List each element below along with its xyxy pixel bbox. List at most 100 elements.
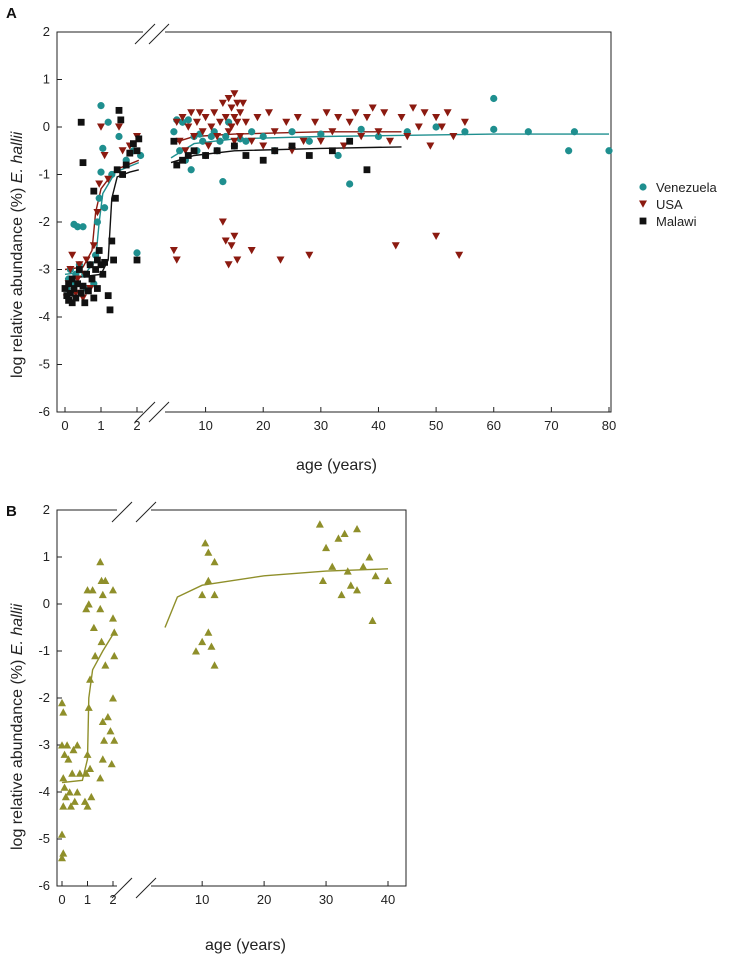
legend-label-malawi: Malawi — [656, 214, 697, 229]
x-tick-label: 2 — [109, 892, 116, 907]
point-samples — [98, 755, 107, 763]
point-usa — [374, 128, 383, 136]
point-malawi — [130, 140, 137, 148]
point-malawi — [85, 287, 92, 295]
point-venezuela — [199, 137, 207, 145]
point-usa — [455, 251, 464, 260]
point-malawi — [104, 292, 112, 300]
point-malawi — [230, 142, 238, 150]
point-samples — [101, 576, 110, 584]
point-venezuela — [248, 128, 256, 136]
fit-line-usa-fit — [170, 131, 402, 145]
point-venezuela — [242, 137, 250, 145]
panel-b-points — [58, 520, 392, 862]
point-venezuela — [176, 147, 184, 155]
point-samples — [328, 562, 337, 570]
point-usa — [68, 251, 77, 260]
point-malawi — [79, 159, 87, 167]
legend-marker-malawi — [639, 217, 647, 225]
point-samples — [97, 637, 106, 646]
point-usa — [368, 104, 377, 112]
point-samples — [365, 553, 374, 561]
point-usa — [195, 109, 204, 117]
point-samples — [69, 745, 78, 754]
point-samples — [210, 661, 219, 669]
panel-a-y-ticks: 2 1 0 -1 -2 -3 -4 -5 -6 — [38, 24, 62, 419]
legend-marker-usa — [639, 200, 647, 208]
point-malawi — [65, 280, 72, 288]
point-usa — [247, 247, 256, 255]
point-malawi — [68, 299, 76, 307]
point-samples — [86, 764, 95, 772]
point-samples — [109, 586, 117, 594]
point-usa — [172, 118, 181, 127]
point-usa — [236, 133, 245, 141]
point-samples — [110, 628, 119, 636]
point-samples — [210, 557, 219, 566]
point-samples — [58, 698, 66, 707]
panel-b-axes-frame — [56, 509, 407, 887]
point-venezuela — [317, 130, 325, 138]
y-tick-label: -4 — [38, 309, 50, 324]
point-venezuela — [95, 194, 103, 202]
point-malawi — [328, 147, 336, 155]
point-usa — [230, 90, 239, 98]
panel-a-y-label-text: log relative abundance (%) — [9, 183, 26, 378]
point-venezuela — [605, 147, 613, 155]
panel-b-axis-break — [111, 500, 157, 899]
point-samples — [110, 651, 119, 660]
point-samples — [96, 774, 105, 782]
point-venezuela — [99, 144, 107, 152]
point-samples — [109, 614, 117, 622]
point-usa — [247, 137, 256, 146]
point-venezuela — [104, 118, 112, 126]
point-venezuela — [79, 223, 87, 231]
point-venezuela — [288, 128, 296, 136]
point-malawi — [86, 261, 94, 269]
point-usa — [104, 175, 113, 184]
point-venezuela — [115, 132, 123, 141]
point-samples — [59, 849, 68, 857]
point-samples — [103, 713, 112, 721]
point-venezuela — [74, 223, 82, 231]
y-tick-label: -5 — [38, 357, 50, 372]
point-malawi — [67, 289, 74, 297]
y-tick-label: 1 — [43, 549, 50, 564]
point-malawi — [79, 282, 87, 290]
point-malawi — [108, 237, 116, 245]
point-usa — [426, 142, 435, 150]
point-usa — [328, 128, 337, 136]
point-usa — [224, 128, 233, 136]
point-samples — [371, 572, 380, 580]
point-malawi — [119, 171, 126, 178]
y-tick-label: -3 — [38, 262, 50, 277]
point-usa — [362, 114, 371, 122]
point-usa — [97, 123, 105, 131]
point-malawi — [115, 106, 123, 114]
panel-a-legend: Venezuela USA Malawi — [639, 180, 717, 229]
legend-label-venezuela: Venezuela — [656, 180, 717, 195]
point-usa — [386, 137, 394, 146]
point-malawi — [173, 161, 181, 169]
point-usa — [334, 114, 343, 122]
point-malawi — [179, 156, 186, 164]
x-tick-label: 30 — [319, 892, 333, 907]
point-usa — [187, 109, 196, 117]
point-venezuela — [184, 116, 192, 124]
point-usa — [227, 242, 236, 250]
point-samples — [60, 750, 69, 758]
point-samples — [84, 600, 93, 608]
point-samples — [86, 675, 95, 683]
point-malawi — [90, 294, 98, 302]
point-samples — [82, 769, 91, 777]
point-samples — [84, 703, 93, 711]
point-samples — [210, 590, 219, 599]
panel-b-x-axis-label: age (years) — [205, 937, 286, 954]
point-usa — [210, 109, 219, 117]
point-venezuela — [432, 123, 440, 131]
x-tick-label: 20 — [257, 892, 271, 907]
point-samples — [322, 543, 331, 552]
point-venezuela — [490, 125, 498, 133]
point-malawi — [101, 258, 108, 266]
y-tick-label: -1 — [38, 167, 50, 182]
